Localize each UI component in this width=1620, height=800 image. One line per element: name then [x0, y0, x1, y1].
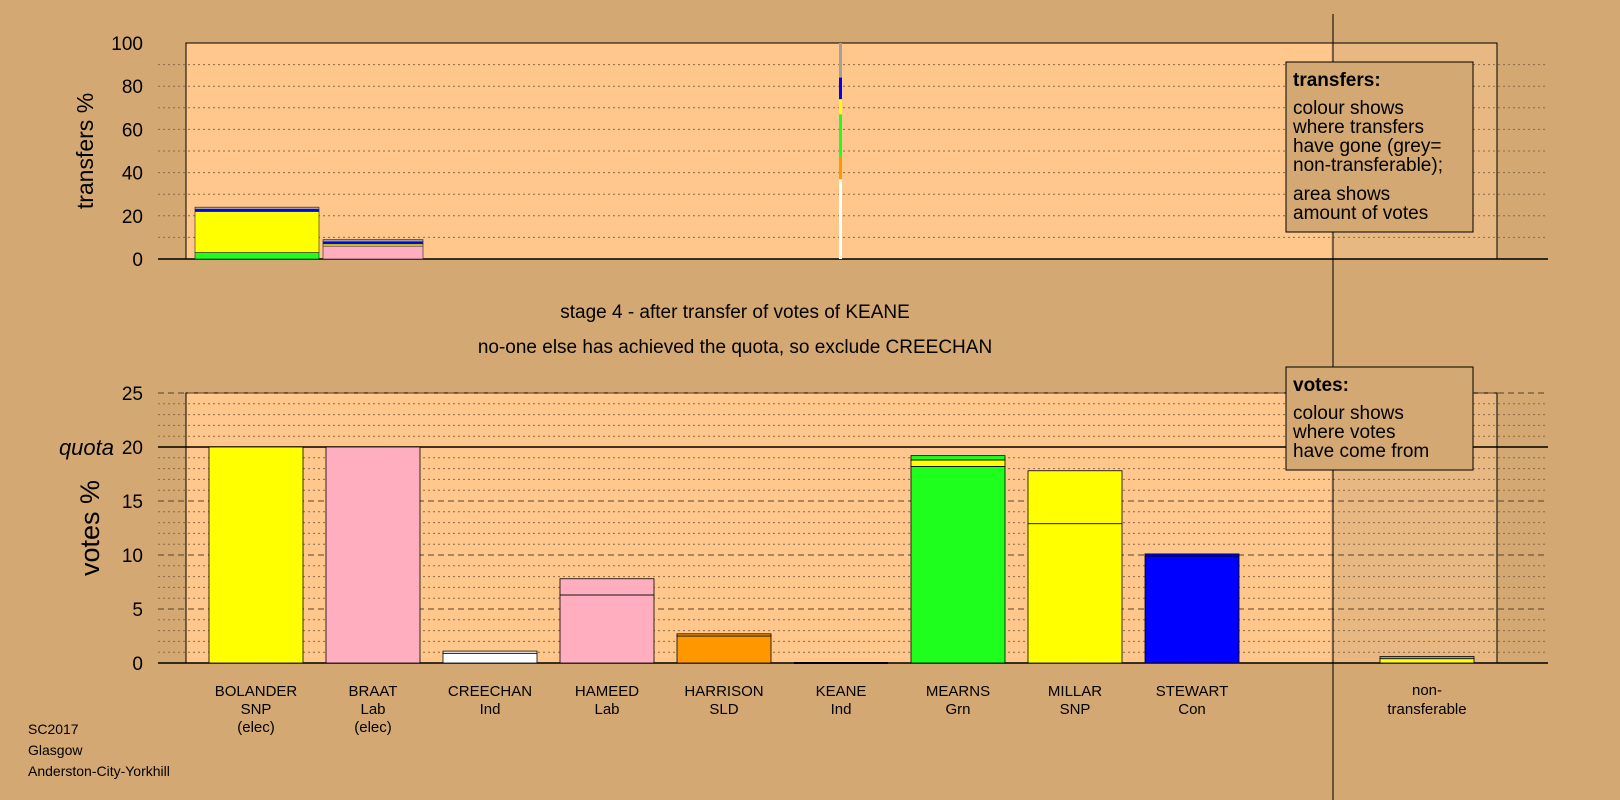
transfer-bar-segment — [194, 209, 320, 212]
candidate-party-label: SNP — [1060, 701, 1091, 718]
transfers-legend-box — [1285, 61, 1474, 233]
vote-bar-segment — [910, 455, 1006, 461]
vote-bar-segment — [1027, 523, 1123, 664]
transfer-bar-segment — [194, 211, 320, 253]
transfer-bar-segment — [322, 241, 424, 245]
votes-legend-line: colour shows — [1293, 403, 1404, 424]
transfer-source-segment — [839, 77, 842, 100]
transfer-bar-segment — [322, 239, 424, 243]
transfers-legend-line: where transfers — [1292, 117, 1424, 138]
votes-y-tick-label: 0 — [132, 654, 143, 675]
votes-legend-line: where votes — [1292, 422, 1395, 443]
vote-bar-segment — [676, 635, 772, 664]
candidate-party-label: Lab — [360, 701, 385, 718]
candidate-name-label: STEWART — [1156, 683, 1229, 700]
vote-bar-segment — [325, 446, 421, 664]
transfer-source-segment — [839, 99, 842, 115]
votes-legend: votes: colour shows where votes have com… — [1285, 366, 1474, 471]
votes-legend-title: votes: — [1293, 375, 1349, 396]
transfers-y-tick-label: 100 — [111, 34, 143, 55]
transfer-source-segment — [839, 179, 842, 259]
vote-bar-segment — [910, 466, 1006, 664]
transfer-bar-segment — [322, 245, 424, 260]
transfer-bar-segment — [194, 252, 320, 260]
candidate-party-label: Lab — [594, 701, 619, 718]
transfers-legend-line: have gone (grey= — [1293, 136, 1441, 157]
votes-y-tick-label: 15 — [122, 492, 143, 513]
votes-y-tick-label: 5 — [132, 600, 143, 621]
transfers-legend-line: amount of votes — [1293, 203, 1428, 224]
vote-bar-segment — [559, 578, 655, 596]
transfers-y-tick-label: 0 — [132, 250, 143, 271]
votes-y-axis-label: votes % — [75, 480, 105, 576]
vote-bar-segment — [1144, 553, 1240, 557]
votes-legend-box — [1285, 366, 1474, 471]
transfer-source-segment — [839, 157, 842, 180]
text-layer: 0 20 40 60 80 100 transfers % 0 5 10 15 20 25 quota vo… — [59, 34, 1467, 736]
transfers-legend: transfers: colour shows where transfers … — [1285, 61, 1474, 233]
transfer-bar-segment — [194, 206, 320, 210]
bars-layer — [194, 43, 1475, 664]
candidate-note-label: (elec) — [354, 719, 392, 736]
transfer-source-segment — [839, 114, 842, 158]
candidate-party-label: Ind — [831, 701, 852, 718]
transfers-y-tick-label: 40 — [122, 164, 143, 185]
vote-bar-segment — [676, 633, 772, 637]
footer-ward: Anderston-City-Yorkhill — [28, 763, 170, 779]
non-transferable-bar-segment — [1379, 658, 1475, 664]
votes-legend-line: have come from — [1293, 441, 1429, 462]
non-transferable-label: non- — [1412, 682, 1442, 699]
transfers-legend-line: colour shows — [1293, 98, 1404, 119]
candidate-party-label: Con — [1178, 701, 1206, 718]
vote-bar-segment — [910, 459, 1006, 467]
vote-bar-segment — [442, 652, 538, 664]
transfer-source-segment — [839, 43, 842, 78]
transfers-y-tick-label: 60 — [122, 120, 143, 141]
transfers-legend-title: transfers: — [1293, 70, 1381, 91]
transfer-bar-segment — [322, 243, 424, 247]
candidate-name-label: MEARNS — [926, 683, 990, 700]
vote-bar-segment — [1144, 555, 1240, 664]
vote-bar-segment — [559, 594, 655, 664]
stage-title: stage 4 - after transfer of votes of KEA… — [560, 302, 910, 323]
candidate-party-label: SLD — [709, 701, 738, 718]
footer-year: SC2017 — [28, 721, 79, 737]
candidate-name-label: BRAAT — [349, 683, 398, 700]
stage-subtitle: no-one else has achieved the quota, so e… — [478, 337, 992, 358]
non-transferable-label: transferable — [1387, 701, 1466, 718]
candidate-name-label: HAMEED — [575, 683, 639, 700]
transfers-y-tick-label: 20 — [122, 207, 143, 228]
votes-y-tick-label: 25 — [122, 384, 143, 405]
vote-bar-segment — [208, 446, 304, 664]
votes-y-tick-label: 20 — [122, 438, 143, 459]
non-transferable-bar-segment — [1379, 656, 1475, 660]
transfers-legend-line: area shows — [1293, 184, 1390, 205]
candidate-name-label: CREECHAN — [448, 683, 532, 700]
candidate-party-label: Grn — [945, 701, 970, 718]
footer-council: Glasgow — [28, 742, 83, 758]
candidate-name-label: HARRISON — [684, 683, 763, 700]
transfers-y-tick-label: 80 — [122, 77, 143, 98]
quota-label: quota — [59, 435, 114, 460]
transfers-y-axis-label: transfers % — [72, 93, 98, 209]
vote-bar-segment — [1027, 470, 1123, 525]
votes-y-tick-label: 10 — [122, 546, 143, 567]
candidate-name-label: MILLAR — [1048, 683, 1102, 700]
candidate-name-label: BOLANDER — [215, 683, 298, 700]
candidate-party-label: SNP — [241, 701, 272, 718]
candidate-name-label: KEANE — [816, 683, 867, 700]
candidate-note-label: (elec) — [237, 719, 275, 736]
vote-bar-segment — [442, 650, 538, 654]
transfers-legend-line: non-transferable); — [1293, 155, 1443, 176]
candidate-party-label: Ind — [480, 701, 501, 718]
